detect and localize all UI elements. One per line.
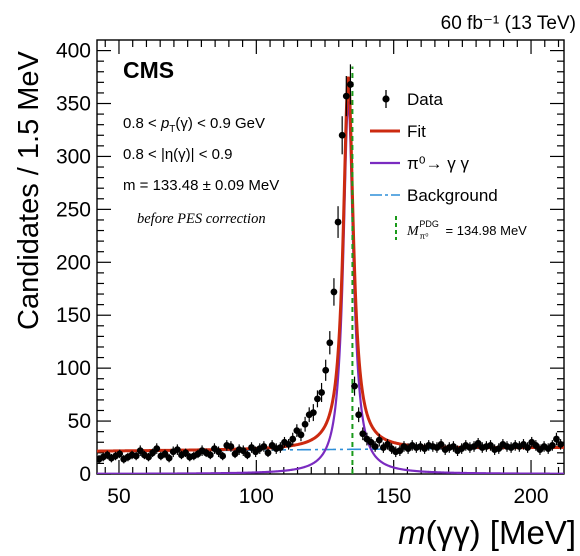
data-point — [297, 431, 305, 439]
x-tick-label: 50 — [107, 485, 130, 508]
data-point — [182, 449, 189, 457]
data-point — [396, 447, 404, 455]
legend-item-data: Data — [382, 90, 443, 109]
data-point — [334, 218, 342, 226]
annotation-pt: 0.8 < pT(γ) < 0.9 GeV — [123, 115, 265, 135]
y-tick-label: 350 — [56, 93, 91, 116]
data-point — [474, 439, 482, 447]
data-point — [351, 382, 358, 390]
data-point — [301, 420, 309, 428]
legend-item-fit: Fit — [370, 122, 426, 141]
data-point — [145, 453, 152, 461]
data-point — [338, 131, 346, 139]
y-tick-label: 400 — [56, 40, 91, 63]
experiment-label: CMS — [123, 57, 174, 83]
data-point — [161, 450, 169, 458]
legend-label-signal: π⁰→ γ γ — [407, 154, 469, 173]
data-point — [132, 452, 140, 460]
legend-label-pdg: Mπ⁰PDG = 134.98 MeV — [406, 219, 527, 241]
legend: Data Fit π⁰→ γ γ Background Mπ⁰PDG = 134… — [370, 90, 527, 241]
data-point — [371, 443, 379, 450]
data-point — [318, 389, 325, 396]
plot-frame — [96, 39, 565, 475]
data-points — [97, 64, 564, 464]
data-point — [450, 443, 457, 450]
data-point — [487, 442, 494, 449]
x-tick-label: 100 — [239, 485, 274, 508]
data-point — [231, 450, 239, 458]
legend-label-data: Data — [407, 90, 443, 109]
x-tick-label: 150 — [376, 485, 411, 508]
y-axis-title: Candidates / 1.5 MeV — [13, 50, 45, 330]
data-point — [293, 427, 301, 434]
data-point — [347, 81, 354, 88]
data-point — [524, 444, 532, 451]
data-point — [206, 451, 214, 459]
data-point — [342, 92, 350, 100]
data-point — [322, 366, 330, 374]
data-point — [548, 442, 556, 449]
luminosity-label: 60 fb⁻¹ (13 TeV) — [441, 13, 576, 34]
y-tick-label: 0 — [79, 463, 91, 486]
data-point — [532, 442, 540, 449]
data-point — [136, 447, 144, 455]
x-axis-title: m(γγ) [MeV] — [398, 514, 576, 551]
data-point — [326, 339, 334, 347]
legend-item-signal: π⁰→ γ γ — [370, 154, 469, 173]
x-tick-labels: 50 100 150 200 — [107, 485, 548, 508]
annotation-mass: m = 133.48 ± 0.09 MeV — [123, 177, 279, 194]
data-point — [375, 436, 383, 444]
data-point — [359, 430, 367, 438]
data-point — [355, 411, 363, 419]
y-tick-label: 300 — [56, 145, 91, 168]
data-point — [239, 447, 247, 455]
y-tick-label: 100 — [56, 357, 91, 380]
data-point — [285, 440, 293, 448]
axis-ticks — [97, 40, 564, 475]
y-tick-label: 250 — [56, 198, 91, 221]
data-point — [227, 443, 235, 450]
data-point — [367, 438, 375, 446]
data-point — [309, 409, 317, 417]
data-point — [165, 454, 173, 462]
data-point — [289, 435, 297, 443]
data-point — [260, 443, 268, 450]
data-point — [437, 440, 445, 448]
data-point — [173, 446, 181, 454]
data-point — [557, 440, 564, 448]
data-point — [248, 444, 255, 451]
data-point — [215, 448, 222, 456]
data-point — [149, 449, 157, 457]
legend-label-background: Background — [407, 186, 498, 205]
data-point — [153, 445, 161, 452]
data-point — [276, 444, 284, 451]
annotation-pes: before PES correction — [137, 211, 266, 227]
y-tick-labels: 0 50 100 150 200 250 300 350 400 — [56, 40, 91, 486]
y-tick-label: 50 — [68, 410, 91, 433]
legend-label-fit: Fit — [407, 122, 426, 141]
x-tick-label: 200 — [514, 485, 549, 508]
data-point — [244, 451, 251, 459]
legend-item-background: Background — [370, 186, 498, 205]
data-point — [553, 435, 560, 443]
data-point — [219, 452, 227, 460]
data-point — [314, 395, 321, 403]
signal-curve — [97, 101, 564, 474]
data-point — [330, 288, 338, 296]
fit-curve — [97, 76, 564, 453]
annotation-eta: 0.8 < |η(γ)| < 0.9 — [123, 146, 233, 163]
data-point — [116, 450, 124, 458]
legend-item-pdg: Mπ⁰PDG = 134.98 MeV — [395, 216, 527, 241]
data-point — [264, 449, 272, 457]
y-tick-label: 200 — [56, 251, 91, 274]
data-point — [495, 445, 503, 452]
y-tick-label: 150 — [56, 304, 91, 327]
data-point — [384, 440, 391, 448]
